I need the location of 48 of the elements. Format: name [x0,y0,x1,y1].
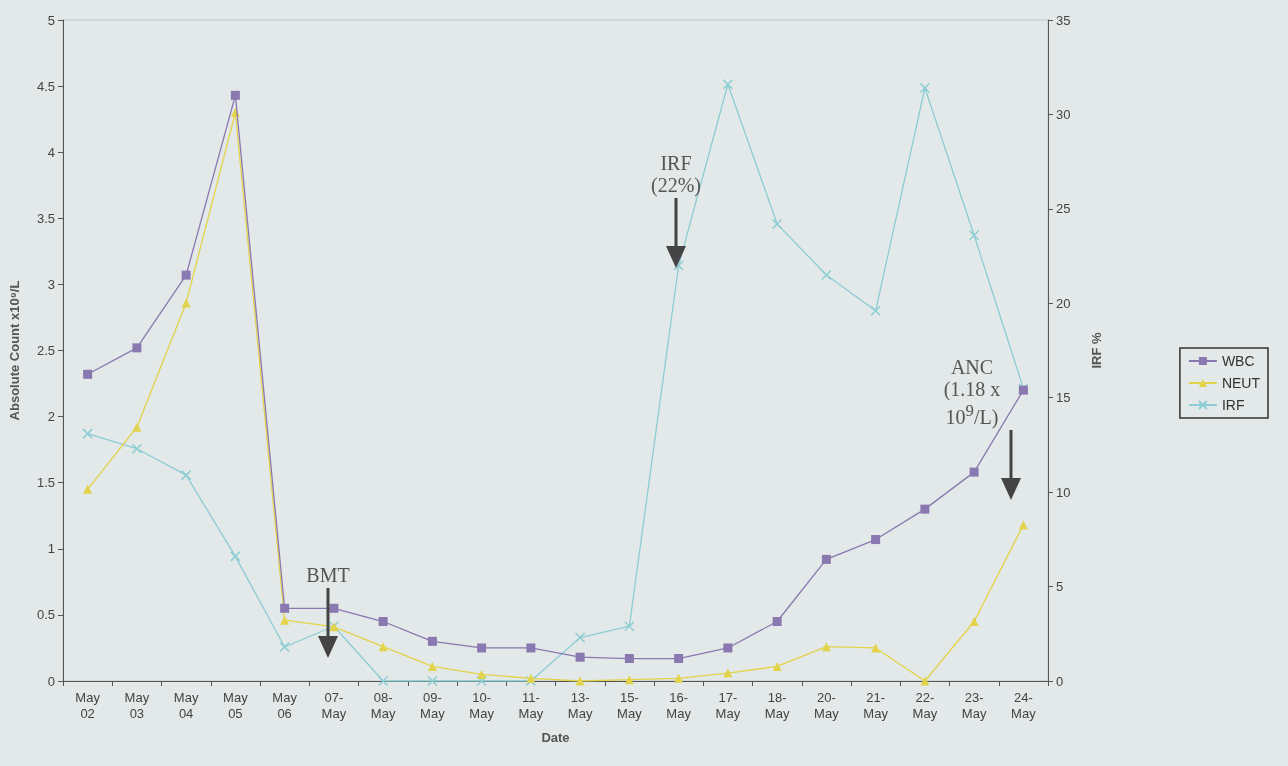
y-tick-label: 2.5 [36,343,55,358]
legend-label: WBC [1221,353,1255,369]
annotation: BMT [305,564,351,586]
y-axis-title: Absolute Count x10⁹/L [7,280,22,421]
legend-label: IRF [1221,397,1245,413]
x-tick-label: 16-May [666,689,692,721]
x-tick-label: 18-May [764,689,790,721]
y2-tick-label: 25 [1056,201,1071,217]
x-tick-label: 22-May [912,689,938,721]
y2-axis-title: IRF % [1089,332,1104,369]
x-tick-label: 08-May [370,689,396,721]
annotation: ANC (1.18 x 10$^{9}$/L) [942,356,1002,428]
y-tick-label: 1.5 [36,475,55,491]
y-tick-label: 3.5 [36,210,55,226]
x-tick-label: 15-May [617,689,643,721]
x-tick-label: May 02 [75,689,101,721]
y-tick-label: 0.5 [36,607,55,623]
x-tick-label: 23-May [961,689,987,721]
legend-label: NEUT [1221,375,1261,391]
y-tick-label: 4.5 [36,78,55,94]
y-tick-label: 3 [47,276,55,292]
y2-tick-label: 20 [1056,295,1071,311]
y2-tick-label: 30 [1056,106,1071,122]
x-tick-label: May 04 [173,689,199,721]
x-tick-label: 21-May [863,689,889,721]
x-tick-label: 24-May [1011,689,1037,721]
x-tick-label: 10-May [469,689,495,721]
x-tick-label: May 03 [124,689,150,721]
y2-tick-label: 15 [1056,390,1071,406]
x-tick-label: 11-May [518,689,544,721]
y-tick-label: 2 [47,409,55,425]
x-tick-label: May 06 [272,689,298,721]
x-tick-label: 20-May [814,689,840,721]
y2-tick-label: 0 [1056,673,1064,689]
x-tick-label: May 05 [223,689,249,721]
annotation: IRF (22%) [650,152,702,196]
y2-tick-label: 35 [1056,12,1071,28]
x-tick-label: 13-May [567,689,593,721]
x-axis-title: Date [541,730,570,745]
y-tick-label: 1 [47,541,55,557]
y-tick-label: 4 [47,144,55,160]
x-tick-label: 09-May [420,689,446,721]
x-tick-label: 17-May [715,689,741,721]
y2-tick-label: 5 [1056,579,1064,595]
y2-tick-label: 10 [1056,484,1071,500]
x-tick-label: 07-May [321,689,347,721]
y-tick-label: 0 [47,673,55,689]
y-tick-label: 5 [47,12,55,28]
